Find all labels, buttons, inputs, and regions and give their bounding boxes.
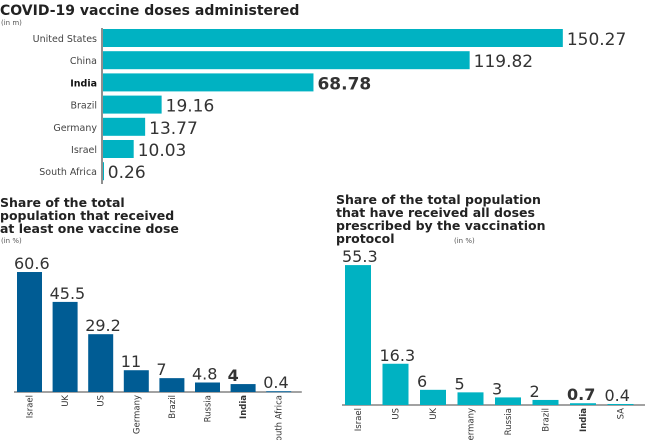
bar — [195, 382, 220, 392]
category-label: US — [97, 395, 107, 407]
category-label: UK — [429, 408, 439, 420]
bar — [382, 363, 409, 405]
category-label: Germany — [467, 408, 477, 440]
category-label: US — [392, 408, 402, 420]
category-label: India — [239, 395, 249, 419]
bar — [457, 392, 484, 405]
category-label: Israel — [26, 395, 36, 418]
value-label: 0.7 — [567, 385, 595, 404]
bar — [420, 389, 446, 405]
category-label: United States — [33, 34, 97, 45]
value-label: 119.82 — [474, 52, 533, 72]
bar — [103, 162, 104, 181]
bar — [570, 403, 596, 405]
value-label: 4.8 — [192, 364, 217, 383]
chart-title-line: at least one vaccine dose — [0, 221, 179, 236]
value-label: 6 — [417, 372, 427, 391]
bar — [495, 397, 521, 405]
value-label: 60.6 — [14, 254, 50, 273]
chart-unit: (in m) — [1, 19, 22, 27]
chart-title-line: Share of the total — [0, 195, 125, 210]
category-label: India — [579, 408, 589, 432]
chart-title-line: Share of the total population — [336, 192, 541, 207]
chart-title: COVID-19 vaccine doses administered — [0, 3, 299, 19]
value-label: 0.26 — [108, 163, 146, 183]
bar — [88, 334, 114, 392]
chart-unit: (in %) — [1, 237, 22, 245]
value-label: 10.03 — [138, 141, 187, 161]
value-label: 68.78 — [317, 74, 371, 94]
value-label: 3 — [492, 379, 502, 398]
value-label: 0.4 — [605, 386, 630, 405]
category-label: Germany — [132, 395, 142, 434]
bar — [532, 399, 559, 405]
category-label: UK — [61, 395, 71, 407]
value-label: 5 — [455, 374, 465, 393]
value-label: 4 — [228, 366, 239, 385]
category-label: Brazil — [542, 408, 552, 432]
value-label: 7 — [156, 360, 166, 379]
value-label: 45.5 — [50, 284, 86, 303]
category-label: Israel — [354, 408, 364, 431]
value-label: 16.3 — [380, 346, 416, 365]
category-label: Israel — [71, 145, 97, 156]
value-label: 2 — [530, 382, 540, 401]
category-label: China — [70, 56, 97, 67]
chart-unit: (in %) — [454, 237, 475, 245]
category-label: Russia — [204, 395, 214, 422]
value-label: 11 — [121, 352, 141, 371]
bar — [103, 140, 134, 158]
category-label: Brazil — [70, 101, 97, 112]
bar — [266, 391, 292, 393]
category-label: South Africa — [39, 167, 97, 178]
bar — [103, 117, 146, 136]
chart-title-line: protocol — [336, 231, 395, 246]
chart-title-line: prescribed by the vaccination — [336, 218, 546, 233]
value-label: 150.27 — [567, 30, 626, 50]
bar — [17, 272, 42, 392]
chart-title-line: that have received all doses — [336, 205, 535, 220]
value-label: 0.4 — [263, 373, 288, 392]
category-label: Russia — [504, 408, 514, 435]
bar — [103, 51, 470, 70]
chart-title-line: population that received — [0, 208, 174, 223]
bar — [103, 29, 563, 47]
bar — [103, 95, 162, 114]
bar — [230, 384, 256, 392]
category-label: India — [70, 78, 97, 89]
category-label: SA — [617, 408, 627, 420]
bar — [103, 73, 314, 92]
value-label: 55.3 — [342, 247, 378, 266]
bar — [607, 403, 634, 405]
category-label: Brazil — [168, 395, 178, 419]
value-label: 19.16 — [166, 97, 215, 117]
bar — [123, 370, 149, 392]
value-label: 13.77 — [149, 119, 198, 139]
bar — [345, 265, 371, 405]
category-label: Germany — [53, 123, 97, 134]
bar — [159, 378, 185, 392]
bar — [52, 301, 78, 392]
value-label: 29.2 — [85, 316, 121, 335]
category-label: South Africa — [275, 395, 285, 440]
